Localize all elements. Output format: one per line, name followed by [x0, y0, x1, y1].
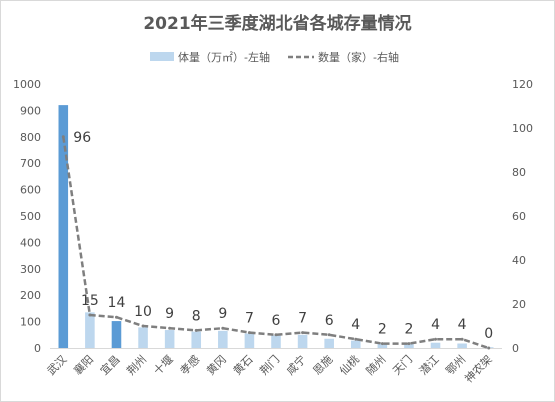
left-axis-tick: 500 — [20, 210, 41, 223]
bar — [218, 330, 228, 348]
line-point — [247, 331, 251, 335]
line-data-label: 8 — [192, 308, 201, 324]
x-axis-tick: 荆门 — [257, 352, 282, 377]
bar — [85, 312, 95, 348]
bar — [430, 342, 441, 348]
bar — [377, 343, 388, 348]
line-data-label: 4 — [458, 317, 467, 333]
x-axis-tick: 襄阳 — [71, 352, 96, 377]
x-axis-tick: 黄石 — [230, 352, 255, 377]
line-data-label: 4 — [351, 317, 360, 333]
line-data-label: 9 — [218, 306, 227, 322]
left-axis-tick: 600 — [20, 184, 41, 197]
line-point — [61, 135, 65, 139]
right-axis-tick: 80 — [512, 166, 526, 179]
right-axis-tick: 120 — [512, 78, 533, 91]
x-axis-tick: 宜昌 — [97, 352, 122, 377]
bar — [191, 331, 202, 348]
right-axis-tick: 20 — [512, 298, 526, 311]
x-axis-tick: 武汉 — [45, 353, 70, 378]
line-point — [114, 315, 118, 319]
left-axis-tick: 0 — [34, 342, 41, 355]
line-point — [194, 328, 198, 332]
left-axis-tick: 1000 — [13, 78, 41, 91]
x-axis-tick: 荆州 — [124, 353, 149, 378]
line-point — [327, 333, 331, 337]
x-axis-tick: 黄冈 — [203, 352, 228, 377]
line-data-label: 2 — [378, 322, 387, 338]
left-axis-tick: 300 — [20, 263, 41, 276]
left-axis-tick: 800 — [20, 131, 41, 144]
line-data-label: 9 — [165, 306, 174, 322]
line-point — [274, 333, 278, 337]
x-axis-tick: 潜江 — [416, 352, 441, 377]
bar — [271, 335, 281, 348]
line-data-label: 6 — [272, 313, 281, 329]
right-axis-tick: 100 — [512, 122, 533, 135]
bar — [404, 344, 414, 348]
left-axis-tick: 900 — [20, 104, 41, 117]
bar — [111, 321, 122, 348]
line-data-label: 4 — [431, 317, 440, 333]
line-data-label: 2 — [404, 322, 413, 338]
line-data-label: 96 — [73, 130, 91, 146]
left-axis-tick: 700 — [20, 157, 41, 170]
line-data-label: 6 — [325, 313, 334, 329]
bar — [297, 334, 308, 348]
x-axis-tick: 随州 — [363, 352, 388, 377]
left-axis-tick: 200 — [20, 289, 41, 302]
x-axis-tick: 十堰 — [150, 352, 175, 377]
x-axis-tick: 仙桃 — [336, 352, 361, 377]
line-point — [301, 331, 305, 335]
line-point — [354, 337, 358, 341]
x-axis-tick: 神农架 — [462, 352, 495, 385]
x-axis-tick: 恩施 — [311, 353, 336, 378]
legend-swatch-bars — [150, 52, 174, 61]
line-point — [434, 337, 438, 341]
line-point — [380, 342, 384, 346]
legend-label-bars: 体量（万㎡）-左轴 — [178, 50, 270, 64]
line-data-label: 7 — [298, 311, 307, 327]
bar — [164, 330, 175, 348]
line-data-label: 0 — [484, 326, 493, 342]
bar — [58, 105, 69, 349]
line-point — [407, 342, 411, 346]
x-axis-tick: 孝感 — [178, 353, 203, 378]
line-point — [141, 324, 145, 328]
legend-label-line: 数量（家）-右轴 — [318, 50, 399, 64]
right-axis-tick: 60 — [512, 210, 526, 223]
line-data-label: 14 — [108, 295, 126, 311]
x-axis-tick: 天门 — [390, 352, 415, 377]
line-point — [88, 313, 92, 317]
chart-title: 2021年三季度湖北省各城存量情况 — [143, 14, 412, 34]
line-point — [487, 346, 491, 350]
line-data-label: 10 — [134, 304, 152, 320]
bar — [457, 343, 467, 348]
right-axis-tick: 40 — [512, 254, 526, 267]
x-axis-tick: 咸宁 — [283, 352, 308, 377]
left-axis-tick: 400 — [20, 236, 41, 249]
bar — [244, 333, 255, 348]
line-point — [221, 326, 225, 330]
line-data-label: 7 — [245, 311, 254, 327]
line-data-label: 15 — [81, 293, 99, 309]
right-axis-tick: 0 — [512, 342, 519, 355]
bar — [324, 338, 334, 348]
bar — [138, 327, 148, 348]
line-point — [460, 337, 464, 341]
line-series — [62, 136, 490, 350]
line-point — [168, 326, 172, 330]
left-axis-tick: 100 — [20, 316, 41, 329]
bar — [350, 340, 361, 348]
